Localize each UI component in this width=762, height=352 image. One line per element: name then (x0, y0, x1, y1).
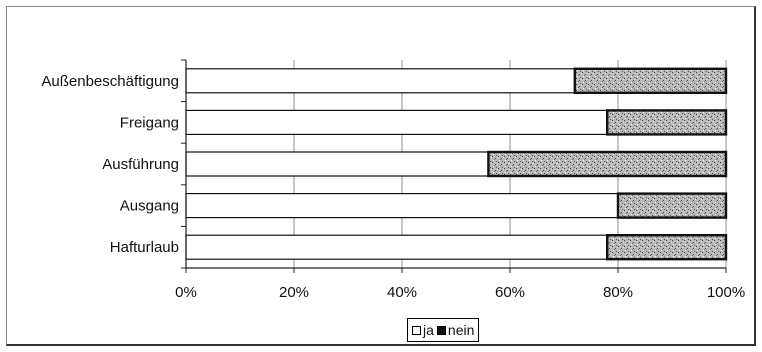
bar-nein (606, 233, 728, 261)
bar-ja (185, 193, 619, 219)
bar-nein (573, 67, 728, 95)
bar-nein (487, 150, 728, 178)
bar-nein (616, 192, 728, 219)
x-tick-label: 20% (279, 284, 309, 301)
legend-item-ja: ja (412, 322, 434, 338)
category-label: Hafturlaub (110, 239, 179, 256)
legend-label-nein: nein (447, 322, 475, 338)
category-label: Ausgang (120, 198, 179, 215)
category-label: Außenbeschäftigung (41, 73, 179, 90)
x-tick-label: 80% (603, 284, 633, 301)
legend-swatch-nein (436, 325, 446, 335)
bar-nein (606, 109, 728, 136)
legend-swatch-ja (412, 325, 421, 335)
bar-ja (185, 151, 489, 177)
x-tick-label: 40% (387, 284, 417, 301)
legend-item-nein: nein (436, 322, 475, 338)
chart-frame (6, 6, 756, 346)
x-tick-label: 100% (707, 284, 745, 301)
x-tick-label: 60% (495, 284, 525, 301)
bar-ja (185, 234, 608, 260)
category-label: Freigang (120, 114, 179, 131)
legend: ja nein (407, 318, 480, 342)
bar-ja (185, 109, 608, 136)
x-tick-label: 0% (175, 284, 197, 301)
legend-label-ja: ja (423, 322, 434, 338)
bar-ja (185, 68, 576, 94)
category-label: Ausführung (102, 156, 179, 173)
